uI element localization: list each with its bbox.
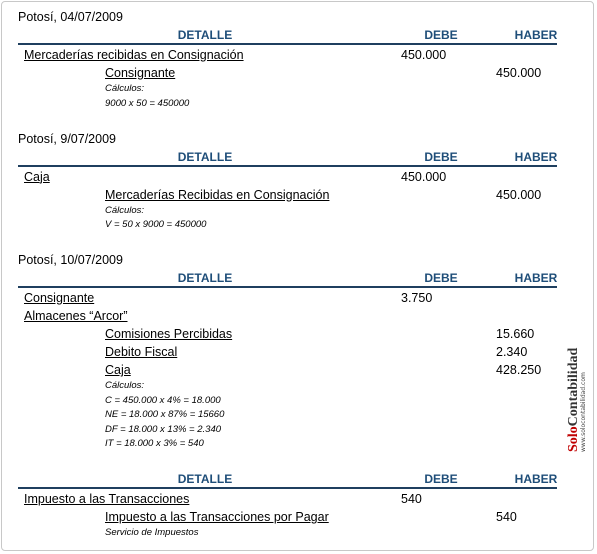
debit-account: Almacenes “Arcor” bbox=[24, 309, 128, 323]
note: Servicio de Impuestos bbox=[105, 527, 199, 538]
credit-account: Consignante bbox=[105, 66, 176, 80]
header-detalle: DETALLE bbox=[177, 149, 233, 164]
credit-account: Caja bbox=[105, 363, 131, 377]
header-haber: HABER bbox=[514, 271, 558, 285]
header-haber: HABER bbox=[514, 28, 558, 42]
debit-amount: 450.000 bbox=[401, 48, 447, 62]
header-haber: HABER bbox=[514, 149, 558, 164]
debit-account: Consignante bbox=[24, 291, 95, 305]
note: DF = 18.000 x 13% = 2.340 bbox=[105, 423, 222, 435]
credit-account: Impuesto a las Transacciones por Pagar bbox=[105, 510, 329, 524]
header-rule bbox=[18, 43, 557, 45]
debit-account: Mercaderías recibidas en Consignación bbox=[24, 48, 244, 62]
credit-amount: 15.660 bbox=[496, 327, 535, 341]
note: Cálculos: bbox=[105, 204, 145, 216]
brand-suffix: Contabilidad bbox=[566, 348, 581, 427]
credit-amount: 450.000 bbox=[496, 187, 542, 202]
header-debe: DEBE bbox=[424, 472, 458, 486]
header-rule bbox=[18, 286, 557, 288]
note: Cálculos: bbox=[105, 380, 145, 391]
note: IT = 18.000 x 3% = 540 bbox=[105, 438, 204, 449]
debit-amount: 3.750 bbox=[401, 291, 433, 305]
credit-amount: 428.250 bbox=[496, 363, 542, 377]
header-debe: DEBE bbox=[424, 149, 458, 164]
entry-date: Potosí, 10/07/2009 bbox=[18, 253, 123, 267]
debit-account: Caja bbox=[24, 169, 50, 184]
note: Cálculos: bbox=[105, 83, 145, 94]
note: C = 450.000 x 4% = 18.000 bbox=[105, 394, 221, 406]
credit-amount: 2.340 bbox=[496, 345, 528, 359]
header-rule bbox=[18, 164, 557, 167]
note: V = 50 x 9000 = 450000 bbox=[105, 219, 207, 230]
header-rule bbox=[18, 487, 557, 489]
header-detalle: DETALLE bbox=[177, 271, 233, 285]
credit-account: Comisiones Percibidas bbox=[105, 327, 233, 341]
debit-amount: 540 bbox=[401, 492, 422, 506]
watermark-url: www.solocontabilidad.com bbox=[580, 372, 587, 452]
brand-prefix: Solo bbox=[566, 426, 581, 452]
credit-account: Debito Fiscal bbox=[105, 345, 178, 359]
note: 9000 x 50 = 450000 bbox=[105, 97, 190, 109]
watermark-brand: SoloContabilidad bbox=[566, 348, 581, 452]
header-debe: DEBE bbox=[424, 28, 458, 42]
entry-date: Potosí, 9/07/2009 bbox=[18, 131, 116, 146]
header-haber: HABER bbox=[514, 472, 558, 486]
entry-date: Potosí, 04/07/2009 bbox=[18, 10, 123, 24]
note: NE = 18.000 x 87% = 15660 bbox=[105, 409, 225, 420]
debit-account: Impuesto a las Transacciones bbox=[24, 492, 190, 506]
header-detalle: DETALLE bbox=[177, 472, 233, 486]
credit-amount: 540 bbox=[496, 510, 517, 524]
header-detalle: DETALLE bbox=[177, 28, 233, 42]
debit-amount: 450.000 bbox=[401, 169, 447, 184]
credit-amount: 450.000 bbox=[496, 66, 542, 80]
header-debe: DEBE bbox=[424, 271, 458, 285]
credit-account: Mercaderías Recibidas en Consignación bbox=[105, 187, 330, 202]
